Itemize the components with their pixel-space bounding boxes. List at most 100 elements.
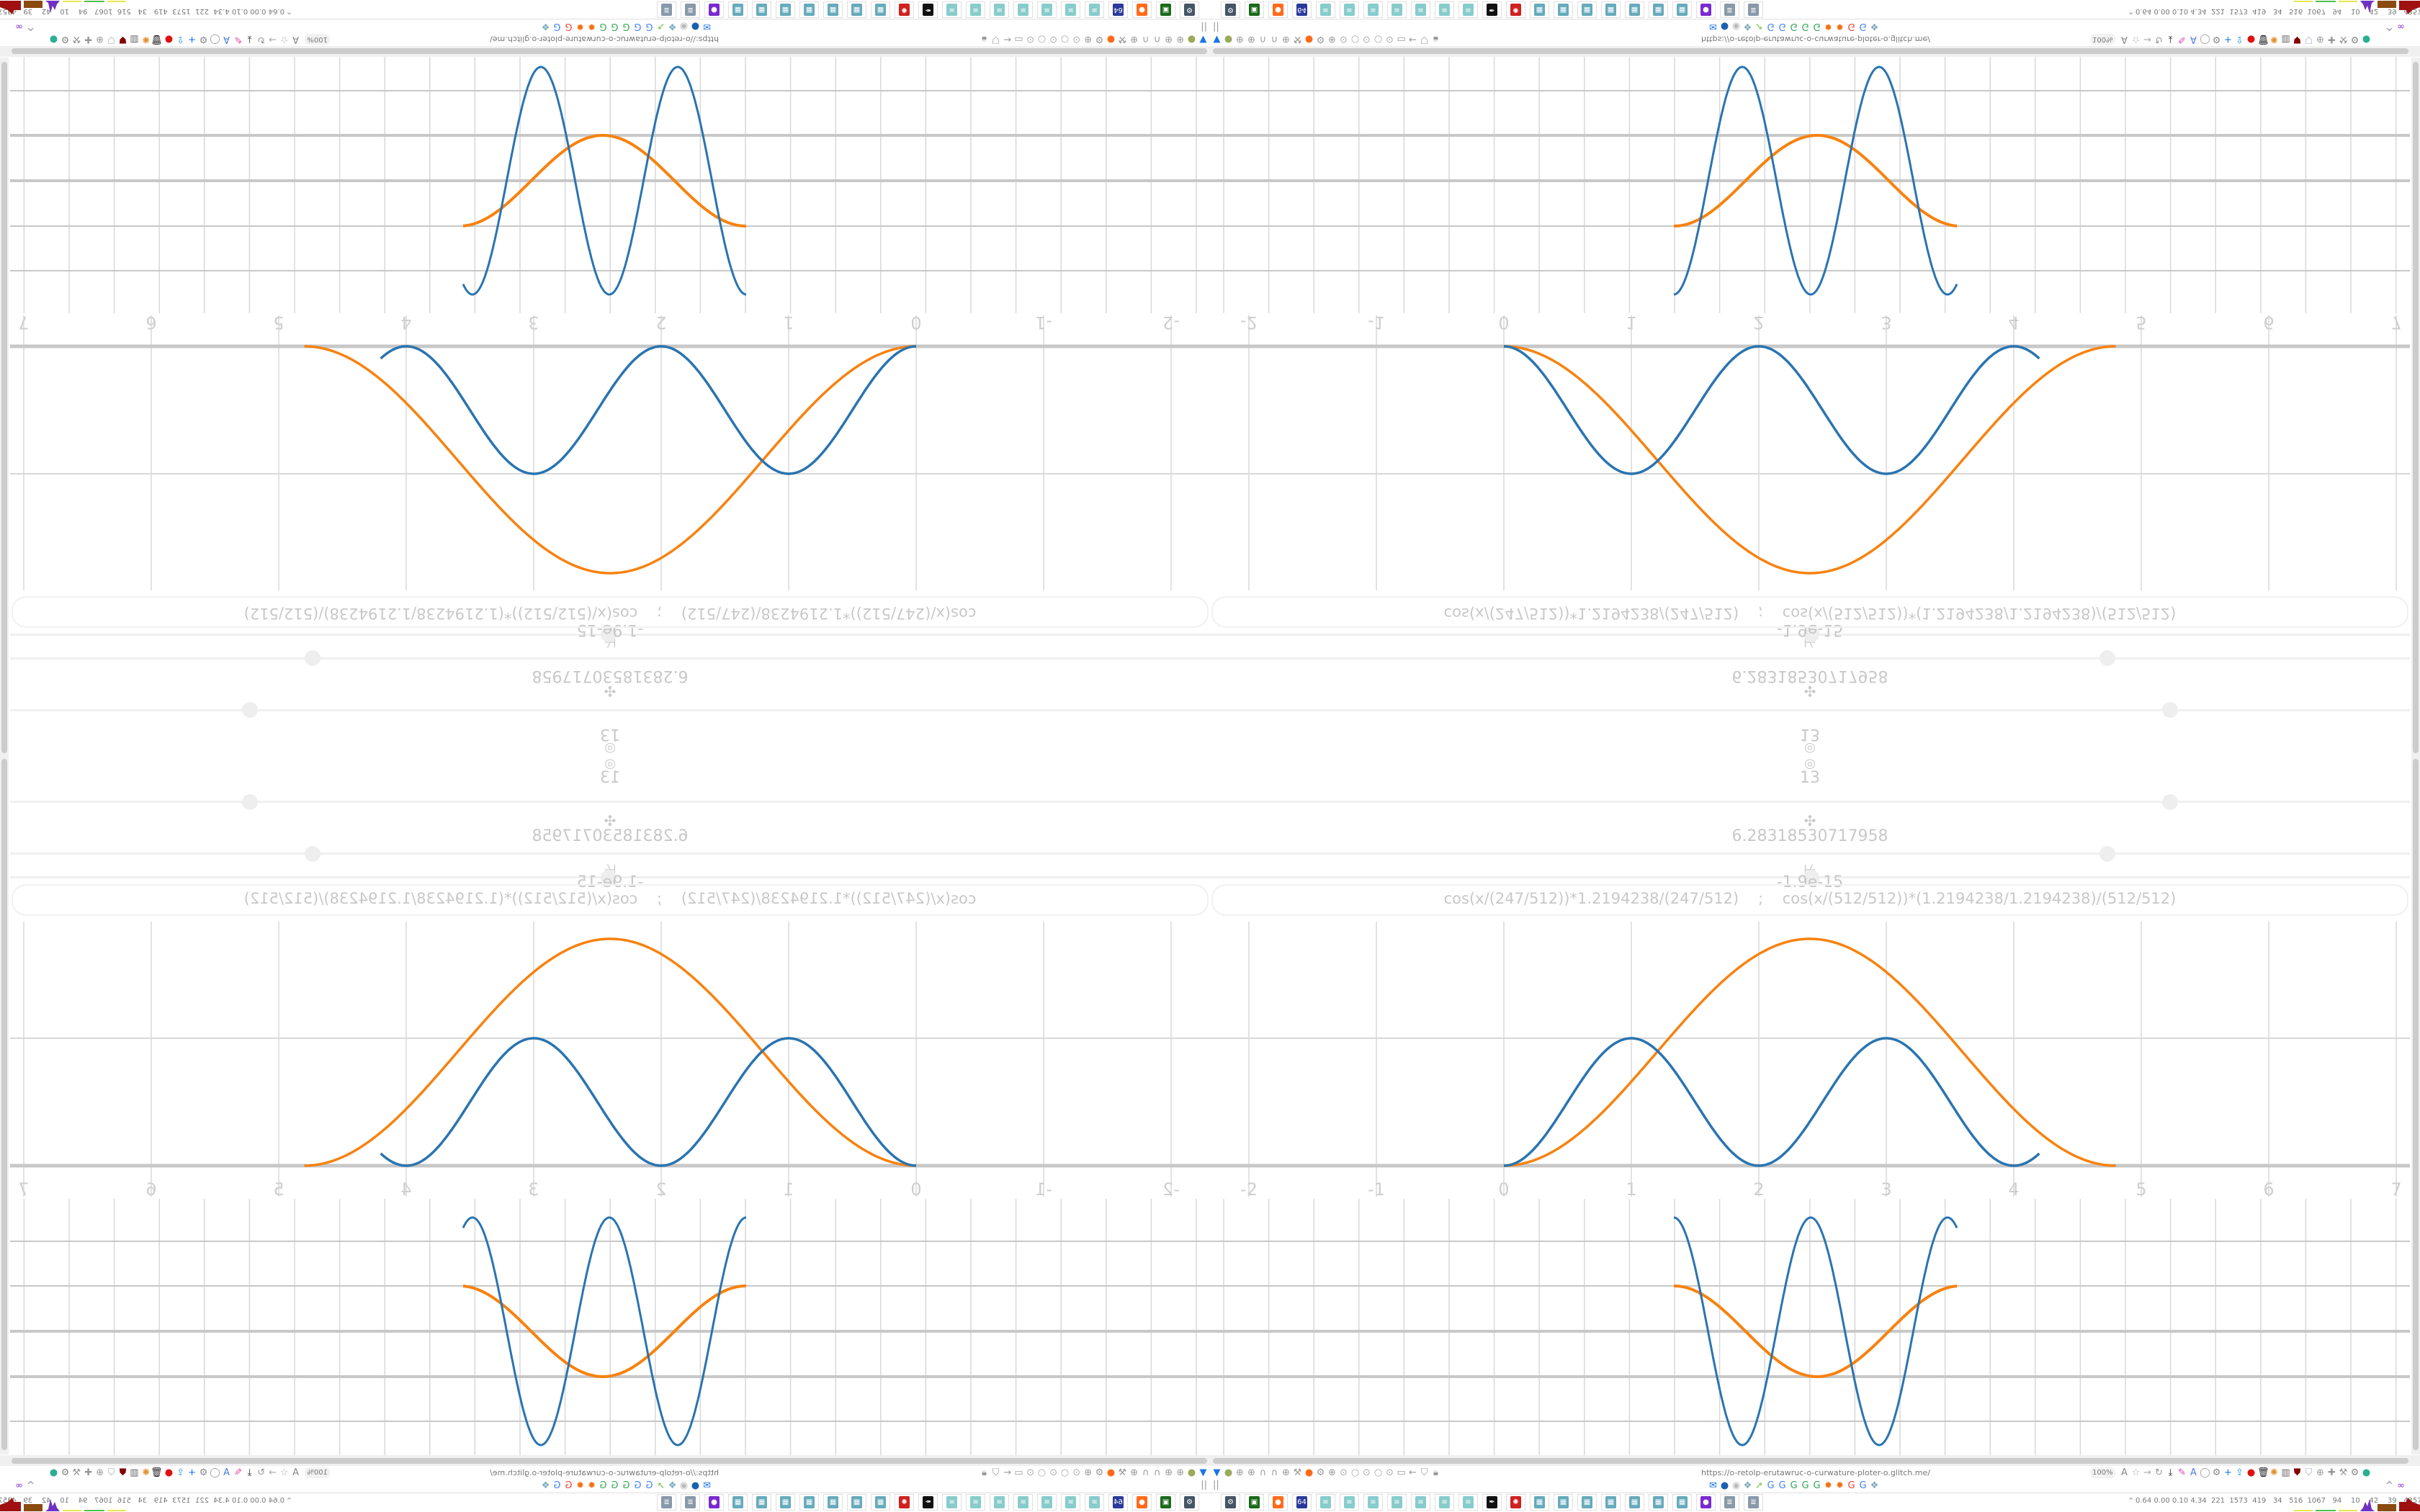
taskbar-calculator-app[interactable]: ▦ bbox=[1554, 1, 1573, 18]
graph-canvas[interactable] bbox=[1210, 756, 2411, 1456]
globe-icon[interactable]: ⊕ bbox=[1165, 34, 1173, 45]
translate-icon[interactable]: A bbox=[292, 1467, 299, 1478]
taskbar-notepad-app[interactable]: ≡ bbox=[1061, 1, 1080, 18]
taskbar-notepad-app[interactable]: ≡ bbox=[1458, 1494, 1478, 1511]
horizontal-scrollbar-thumb[interactable] bbox=[1213, 48, 2408, 54]
taskbar-notepad-app[interactable]: ≡ bbox=[942, 1, 962, 18]
google-icon[interactable]: G bbox=[634, 1480, 642, 1491]
taskbar-notepad-app[interactable]: ≡ bbox=[1061, 1494, 1080, 1511]
taskbar-calculator-app[interactable]: ▦ bbox=[847, 1, 866, 18]
upload-icon[interactable]: ⇪ bbox=[2236, 34, 2244, 45]
mail-icon[interactable]: ✉ bbox=[703, 1480, 711, 1491]
puzzle-icon[interactable]: ✚ bbox=[2328, 1467, 2336, 1478]
mouse-icon[interactable]: ◯ bbox=[2200, 1467, 2210, 1478]
trash-icon[interactable]: 🗑︎ bbox=[2257, 34, 2269, 45]
graph-canvas[interactable] bbox=[1210, 56, 2411, 756]
star-icon[interactable]: ☆ bbox=[2131, 34, 2141, 45]
google-icon[interactable]: G bbox=[565, 1480, 573, 1491]
taskbar-calculator-app[interactable]: ▦ bbox=[1672, 1494, 1692, 1511]
globe-icon[interactable]: ⊕ bbox=[1328, 1467, 1336, 1478]
reload-icon[interactable]: ↻ bbox=[257, 34, 265, 45]
google-icon[interactable]: G bbox=[622, 21, 630, 32]
archive-icon[interactable]: ▥ bbox=[2281, 1467, 2290, 1478]
circle-icon[interactable]: ○ bbox=[1060, 34, 1070, 45]
sun-icon[interactable]: ✹ bbox=[576, 21, 584, 32]
profile-icon[interactable]: ∞ bbox=[2397, 21, 2405, 32]
back-arrow-icon[interactable]: ← bbox=[1003, 34, 1011, 45]
gear-icon[interactable]: ⚙ bbox=[199, 1467, 208, 1478]
lock-icon[interactable]: 🔒︎ bbox=[1433, 34, 1438, 45]
zoom-level-button[interactable]: 100% bbox=[2090, 1467, 2115, 1478]
dot-icon[interactable]: ⊙ bbox=[1386, 1467, 1394, 1478]
record-icon[interactable]: ● bbox=[164, 1467, 174, 1478]
lock-icon[interactable]: 🔒︎ bbox=[1433, 1467, 1438, 1478]
taskbar-calculator-app[interactable]: ▦ bbox=[799, 1, 819, 18]
taskbar-notepad-app[interactable]: ≡ bbox=[1435, 1494, 1454, 1511]
taskbar-calculator-app[interactable]: ▦ bbox=[1649, 1494, 1668, 1511]
plus-icon[interactable]: + bbox=[2224, 34, 2232, 45]
address-bar[interactable]: https://o-retolp-erutawruc-o-curwature-p… bbox=[1701, 35, 1930, 44]
lock-icon[interactable]: 🔒︎ bbox=[982, 34, 987, 45]
compass-icon[interactable]: ➚ bbox=[1755, 1480, 1763, 1491]
color-picker-icon[interactable]: ✎ bbox=[2178, 34, 2186, 45]
dot-icon[interactable]: ⊙ bbox=[1026, 1467, 1034, 1478]
taskbar-terminal-app[interactable]: ▣ bbox=[1245, 1494, 1264, 1511]
taskbar-notepad-app[interactable]: ≡ bbox=[1435, 1, 1454, 18]
sun-icon[interactable]: ✹ bbox=[588, 1480, 596, 1491]
upload-icon[interactable]: ⇪ bbox=[2236, 1467, 2244, 1478]
trash-icon[interactable]: 🗑︎ bbox=[151, 34, 163, 45]
translate-icon[interactable]: A bbox=[223, 1467, 230, 1478]
compass-icon[interactable]: ➚ bbox=[657, 21, 665, 32]
google-icon[interactable]: G bbox=[1801, 1480, 1809, 1491]
mute-icon[interactable]: ◉ bbox=[679, 1480, 689, 1491]
taskbar-calculator-app[interactable]: ▦ bbox=[1577, 1494, 1597, 1511]
reload-icon[interactable]: ↻ bbox=[257, 1467, 265, 1478]
sun-icon[interactable]: ✹ bbox=[1824, 1480, 1832, 1491]
taskbar-notepad-app[interactable]: ≡ bbox=[1340, 1494, 1359, 1511]
globe-icon[interactable]: ⊕ bbox=[1084, 34, 1092, 45]
google-icon[interactable]: G bbox=[1859, 21, 1867, 32]
dot-icon[interactable]: ⊙ bbox=[1340, 1467, 1348, 1478]
translate-icon[interactable]: A bbox=[223, 34, 230, 45]
trash-icon[interactable]: 🗑︎ bbox=[2257, 1467, 2269, 1478]
taskbar-calculator-app[interactable]: ▦ bbox=[752, 1494, 771, 1511]
taskbar-calculator-app[interactable]: ▦ bbox=[776, 1494, 795, 1511]
globe-icon[interactable]: ⊕ bbox=[2316, 34, 2324, 45]
tray-expand-icon[interactable]: ⌃ bbox=[285, 1496, 292, 1506]
mail-icon[interactable]: ✉ bbox=[1709, 1480, 1717, 1491]
status-dot-icon[interactable]: ● bbox=[2362, 1467, 2371, 1478]
taskbar-notepad-app[interactable]: ≡ bbox=[966, 1494, 985, 1511]
taskbar-save-app[interactable]: 64 bbox=[1108, 1, 1128, 18]
dot-icon[interactable]: ⊙ bbox=[1363, 1467, 1371, 1478]
cube-icon[interactable]: ❖ bbox=[541, 21, 550, 32]
vertical-scrollbar-thumb[interactable] bbox=[1, 62, 7, 753]
address-bar[interactable]: https://o-retolp-erutawruc-o-curwature-p… bbox=[490, 35, 719, 44]
drop-icon[interactable]: ● bbox=[691, 1480, 700, 1491]
taskbar-document-app[interactable]: ≣ bbox=[1744, 1, 1763, 18]
gear-icon[interactable]: ⚙ bbox=[1095, 1467, 1104, 1478]
record-icon[interactable]: ● bbox=[2246, 1467, 2256, 1478]
globe-icon[interactable]: ⊕ bbox=[1176, 1467, 1184, 1478]
headphones-icon[interactable]: ∩ bbox=[1153, 1467, 1161, 1478]
graph-canvas[interactable] bbox=[9, 756, 1210, 1456]
extension-icon[interactable]: ● bbox=[1224, 34, 1233, 45]
firefox-icon[interactable]: ● bbox=[1106, 1467, 1116, 1478]
taskbar-notepad-app[interactable]: ≡ bbox=[1316, 1, 1335, 18]
profile-icon[interactable]: ∞ bbox=[2397, 1480, 2405, 1491]
taskbar-calculator-app[interactable]: ▦ bbox=[1672, 1, 1692, 18]
sun-icon[interactable]: ✹ bbox=[588, 21, 596, 32]
gear-icon[interactable]: ⚙ bbox=[1316, 34, 1325, 45]
address-bar[interactable]: https://o-retolp-erutawruc-o-curwature-p… bbox=[490, 1468, 719, 1477]
status-dot-icon[interactable]: ● bbox=[49, 34, 58, 45]
shield-icon[interactable]: ⛉ bbox=[1420, 34, 1428, 45]
upload-icon[interactable]: ⇪ bbox=[176, 34, 184, 45]
shield-icon[interactable]: ⛉ bbox=[107, 1467, 115, 1478]
archive-icon[interactable]: ▥ bbox=[130, 34, 139, 45]
translate-icon[interactable]: A bbox=[2121, 1467, 2128, 1478]
taskbar-inkscape-app[interactable]: ✒ bbox=[918, 1, 938, 18]
drop-icon[interactable]: ● bbox=[691, 21, 700, 32]
taskbar-red-app[interactable]: ✺ bbox=[1506, 1494, 1525, 1511]
globe-icon[interactable]: ⊕ bbox=[1247, 1467, 1255, 1478]
plus-icon[interactable]: + bbox=[188, 1467, 196, 1478]
taskbar-firefox-app[interactable]: ● bbox=[1132, 1494, 1152, 1511]
